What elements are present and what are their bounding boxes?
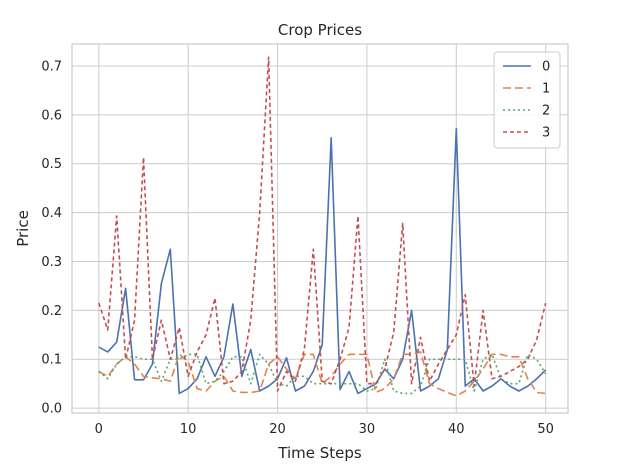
- y-tick-label: 0.1: [41, 353, 62, 368]
- legend: 0 1 2 3: [493, 51, 561, 149]
- y-axis-label: Price: [14, 210, 32, 247]
- y-tick-label: 0.7: [41, 59, 62, 74]
- x-tick-label: 10: [180, 422, 197, 437]
- legend-label-2: 2: [542, 104, 550, 119]
- x-tick-label: 50: [537, 422, 554, 437]
- legend-box: [493, 51, 561, 149]
- x-axis-label: Time Steps: [277, 444, 362, 462]
- series-line-0: [98, 127, 547, 395]
- series-line-1: [98, 351, 546, 397]
- y-tick-label: 0.6: [41, 108, 62, 123]
- y-tick-label: 0.3: [41, 255, 62, 270]
- legend-label-0: 0: [542, 60, 550, 75]
- y-tick-label: 0.2: [41, 304, 62, 319]
- legend-label-3: 3: [542, 126, 550, 141]
- x-tick-label: 30: [359, 422, 376, 437]
- y-tick-label: 0.0: [41, 402, 62, 417]
- x-tick-label: 20: [269, 422, 286, 437]
- y-tick-labels: 0.0 0.1 0.2 0.3 0.4 0.5 0.6 0.7: [41, 59, 62, 416]
- y-tick-label: 0.4: [41, 206, 62, 221]
- y-tick-label: 0.5: [41, 157, 62, 172]
- x-tick-label: 0: [95, 422, 103, 437]
- x-tick-label: 40: [448, 422, 465, 437]
- grid-lines: [72, 44, 568, 413]
- series-line-3: [98, 56, 547, 392]
- plot-frame: [71, 43, 569, 414]
- series-lines: [98, 56, 547, 397]
- x-tick-labels: 0 10 20 30 40 50: [95, 422, 554, 437]
- legend-label-1: 1: [542, 82, 550, 97]
- chart-title: Crop Prices: [278, 21, 362, 39]
